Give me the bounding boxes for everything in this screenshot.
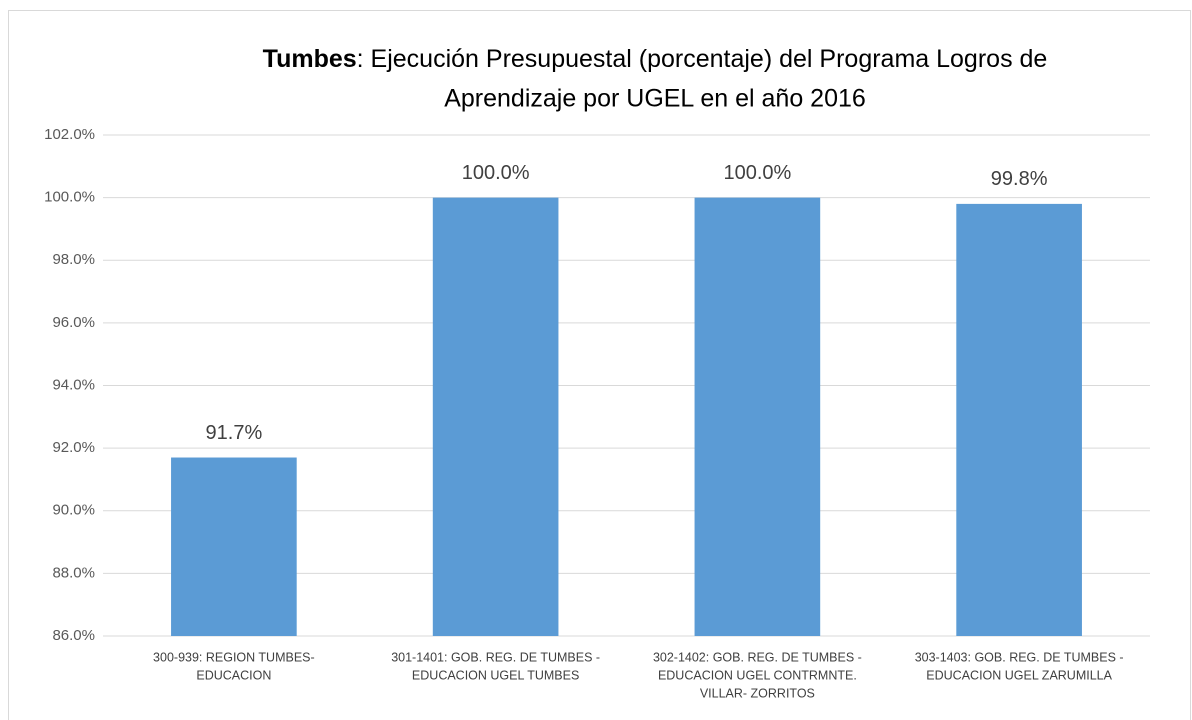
- bar: [694, 197, 821, 636]
- x-tick-label: VILLAR- ZORRITOS: [700, 686, 815, 700]
- x-tick-label: 300-939: REGION TUMBES-: [153, 650, 315, 664]
- y-tick-label: 92.0%: [52, 439, 95, 456]
- data-label: 91.7%: [206, 422, 263, 444]
- title-emphasis: Tumbes: [263, 45, 357, 73]
- bar: [432, 197, 559, 636]
- bar: [956, 203, 1082, 636]
- data-label: 99.8%: [991, 168, 1048, 190]
- y-tick-label: 102.0%: [44, 126, 95, 143]
- chart-title: Aprendizaje por UGEL en el año 2016: [444, 85, 866, 113]
- x-tick-label: 302-1402: GOB. REG. DE TUMBES -: [653, 650, 862, 664]
- y-tick-label: 88.0%: [52, 564, 95, 581]
- chart-title: Tumbes: Ejecución Presupuestal (porcenta…: [263, 45, 1048, 73]
- data-label: 100.0%: [723, 162, 791, 184]
- y-tick-label: 86.0%: [52, 627, 95, 644]
- data-label: 100.0%: [462, 162, 530, 184]
- x-tick-label: 303-1403: GOB. REG. DE TUMBES -: [915, 650, 1124, 664]
- y-tick-label: 98.0%: [52, 251, 95, 268]
- x-tick-label: EDUCACION UGEL ZARUMILLA: [926, 668, 1112, 682]
- y-tick-label: 96.0%: [52, 314, 95, 331]
- y-tick-label: 94.0%: [52, 376, 95, 393]
- x-tick-label: EDUCACION UGEL CONTRMNTE.: [658, 668, 857, 682]
- title-text: : Ejecución Presupuestal (porcentaje) de…: [357, 45, 1048, 73]
- x-tick-label: EDUCACION UGEL TUMBES: [412, 668, 579, 682]
- y-tick-label: 90.0%: [52, 502, 95, 519]
- x-tick-label: 301-1401: GOB. REG. DE TUMBES -: [391, 650, 600, 664]
- bar: [171, 457, 297, 636]
- x-tick-label: EDUCACION: [196, 668, 271, 682]
- y-tick-label: 100.0%: [44, 189, 95, 206]
